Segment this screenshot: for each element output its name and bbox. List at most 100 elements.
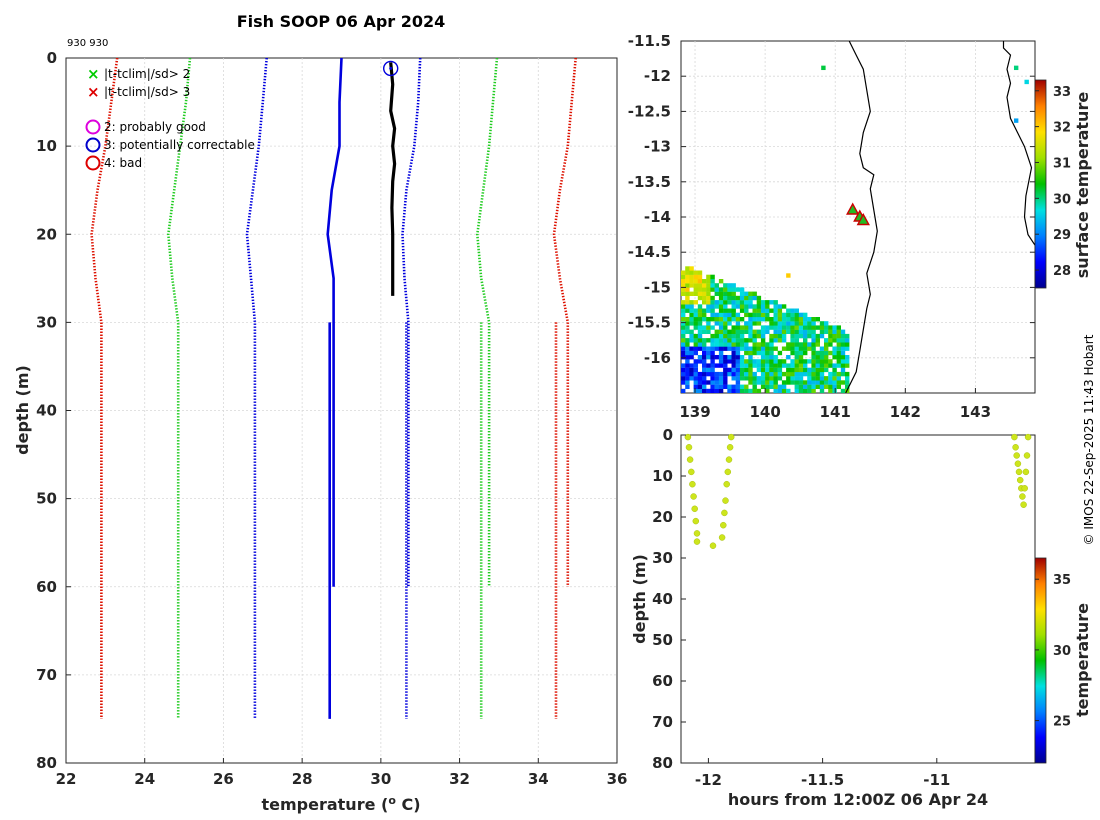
- sst-pixel: [748, 363, 753, 368]
- sst-pixel: [790, 342, 795, 347]
- sst-pixel: [777, 376, 783, 381]
- sst-pixel: [765, 363, 770, 368]
- sst-pixel: [828, 325, 833, 330]
- sst-pixel: [706, 295, 711, 301]
- sst-pixel: [697, 321, 703, 326]
- sst-pixel: [786, 367, 791, 373]
- sst-pixel: [765, 308, 770, 313]
- sst-pixel: [702, 338, 707, 343]
- sst-pixel: [702, 350, 707, 356]
- depth-time-point: [1023, 452, 1031, 459]
- profile-y-tick-label: 50: [36, 490, 57, 508]
- sst-pixel: [760, 342, 766, 347]
- sst-pixel: [794, 380, 799, 385]
- sst-pixel: [794, 384, 799, 389]
- sst-pixel: [693, 359, 698, 364]
- depth-time-point: [721, 509, 728, 517]
- sst-pixel: [718, 287, 724, 292]
- sst-pixel: [752, 317, 757, 322]
- sst-pixel: [727, 283, 732, 288]
- sst-pixel: [811, 346, 816, 351]
- chart-title: Fish SOOP 06 Apr 2024: [237, 12, 446, 31]
- sst-pixel: [706, 279, 711, 284]
- sst-pixel: [689, 304, 694, 309]
- sst-pixel: [697, 270, 703, 275]
- sst-pixel: [845, 384, 850, 389]
- sst-pixel: [769, 338, 774, 343]
- sst-pixel: [739, 295, 745, 301]
- sst-pixel: [706, 350, 711, 356]
- sst-pixel: [790, 338, 795, 343]
- sst-pixel: [794, 321, 799, 326]
- sst-pixel: [689, 300, 694, 305]
- sst-pixel: [706, 338, 711, 343]
- sst-pixel: [731, 346, 736, 351]
- sst-pixel: [744, 308, 749, 313]
- sst-pixel: [1024, 79, 1029, 85]
- sst-pixel: [752, 388, 757, 393]
- depth-time-y-tick-label: 60: [652, 672, 673, 690]
- sst-pixel: [828, 338, 833, 343]
- sst-pixel: [727, 317, 732, 322]
- depth-time-point: [1012, 444, 1019, 451]
- depth-time-point: [1019, 493, 1026, 500]
- sst-colorbar: [1034, 79, 1047, 289]
- sst-pixel: [756, 329, 762, 334]
- sst-pixel: [777, 384, 783, 389]
- profile-x-tick-label: 26: [213, 770, 234, 788]
- sst-pixel: [807, 325, 812, 330]
- sst-pixel: [836, 355, 841, 360]
- sst-pixel: [752, 312, 757, 318]
- sst-pixel: [697, 325, 703, 330]
- sst-pixel: [773, 308, 778, 313]
- sst-pixel: [727, 359, 732, 364]
- sst-pixel: [828, 380, 833, 385]
- sst-pixel: [710, 295, 715, 301]
- sst-pixel: [735, 346, 741, 351]
- sst-pixel: [727, 388, 732, 393]
- sst-pixel: [702, 308, 707, 313]
- sst-pixel: [731, 367, 736, 373]
- sst-pixel: [769, 342, 774, 347]
- sst-pixel: [706, 308, 711, 313]
- sst-pixel: [777, 304, 783, 309]
- sst-pixel: [790, 363, 795, 368]
- sst-pixel: [811, 329, 816, 334]
- sst-pixel: [693, 287, 698, 292]
- sst-pixel: [693, 283, 698, 288]
- sst-pixel: [681, 321, 686, 326]
- sst-pixel: [845, 338, 850, 343]
- sst-pixel: [744, 325, 749, 330]
- sst-pixel: [811, 355, 816, 360]
- sst-pixel: [840, 338, 846, 343]
- sst-pixel: [710, 388, 715, 393]
- sst-pixel: [756, 321, 762, 326]
- sst-pixel: [760, 350, 766, 356]
- sst-pixel: [681, 388, 686, 393]
- sst-pixel: [706, 388, 711, 393]
- sst-pixel: [735, 384, 741, 389]
- sst-pixel: [845, 342, 850, 347]
- sst-pixel: [798, 355, 804, 360]
- sst-pixel: [790, 312, 795, 318]
- sst-pixel: [710, 367, 715, 373]
- sst-pixel: [769, 308, 774, 313]
- sst-pixel: [836, 376, 841, 381]
- sst-pixel: [790, 325, 795, 330]
- depth-time-point: [725, 456, 733, 463]
- sst-pixel: [710, 338, 715, 343]
- ship-track-marker: [846, 202, 860, 215]
- depth-time-point: [693, 538, 701, 545]
- sst-pixel: [697, 312, 703, 318]
- profile-line-mean-3sd: [552, 57, 577, 587]
- sst-pixel: [685, 338, 690, 343]
- depth-time-y-tick-label: 30: [652, 549, 673, 567]
- sst-pixel: [706, 274, 711, 280]
- sst-pixel: [752, 346, 757, 351]
- sst-pixel: [803, 371, 808, 377]
- sst-pixel: [685, 321, 690, 326]
- sst-pixel: [815, 325, 820, 330]
- sst-pixel: [760, 312, 766, 318]
- sst-pixel: [706, 346, 711, 351]
- sst-pixel: [727, 295, 732, 301]
